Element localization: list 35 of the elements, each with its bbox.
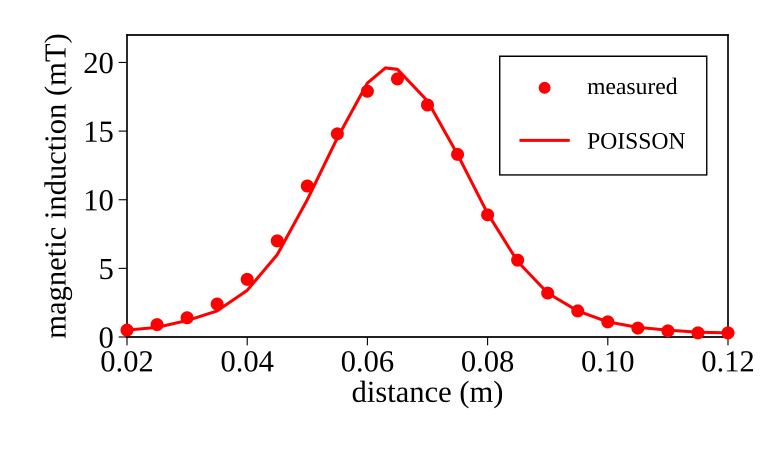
x-axis-title: distance (m): [352, 380, 502, 408]
y-tick-label: 20: [84, 52, 113, 74]
y-tick-label: 10: [86, 190, 113, 211]
x-tick-label: 0.08: [462, 351, 514, 372]
point: [420, 98, 434, 112]
point: [240, 272, 254, 286]
point: [721, 326, 735, 340]
point: [360, 84, 374, 98]
x-tick-label: 0.10: [582, 351, 634, 372]
point: [481, 208, 494, 222]
point: [300, 179, 314, 193]
y-tick-label: 0: [100, 327, 113, 348]
point: [180, 311, 194, 324]
y-tick-label: 15: [86, 122, 113, 142]
point: [270, 234, 284, 248]
point: [330, 127, 344, 140]
point: [210, 298, 224, 311]
x-tick-label: 0.12: [702, 351, 754, 372]
point: [631, 322, 644, 335]
point: [451, 148, 464, 161]
point: [390, 72, 404, 86]
x-tick-label: 0.02: [101, 351, 152, 372]
point: [571, 304, 584, 318]
y-axis-title: magnetic induction (mT): [44, 34, 72, 338]
point: [691, 326, 704, 340]
y-tick-label: 5: [100, 258, 113, 280]
point: [541, 286, 554, 300]
point: [511, 254, 524, 267]
legend-label: POISSON: [588, 133, 685, 149]
point: [661, 324, 674, 338]
point: [601, 315, 614, 328]
x-tick-label: 0.06: [342, 351, 394, 372]
point: [150, 318, 164, 332]
legend-label: measured: [588, 78, 678, 94]
x-tick-label: 0.04: [222, 351, 274, 372]
